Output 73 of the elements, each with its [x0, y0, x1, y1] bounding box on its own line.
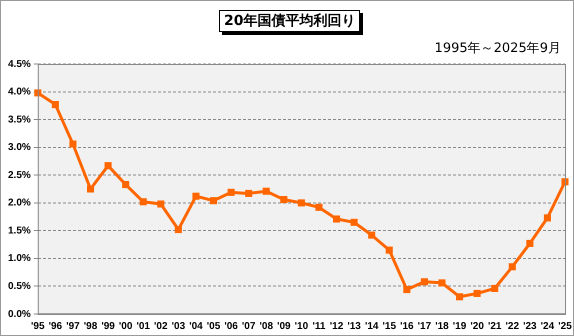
point — [122, 181, 130, 188]
x-tick-label: '97 — [66, 320, 80, 332]
y-tick-label: 2.0% — [8, 198, 31, 209]
x-tick-label: '20 — [470, 320, 484, 332]
x-tick-label: '12 — [330, 320, 344, 332]
x-tick-label: '23 — [523, 320, 538, 332]
x-tick-label: '25 — [558, 320, 572, 332]
point — [52, 101, 59, 108]
point — [157, 200, 164, 208]
point — [228, 188, 235, 196]
point — [491, 284, 498, 292]
x-tick-label: '02 — [154, 320, 168, 332]
point — [561, 178, 569, 186]
x-tick-label: '95 — [31, 320, 45, 332]
point — [245, 190, 252, 197]
chart-title: 20年国債平均利回り — [219, 10, 360, 32]
x-tick-label: '00 — [118, 320, 133, 332]
y-tick-label: 1.5% — [8, 225, 31, 236]
x-tick-label: '24 — [540, 320, 555, 332]
point — [474, 290, 481, 297]
y-tick-label: 1.0% — [8, 253, 31, 264]
point — [140, 198, 147, 206]
x-tick-label: '19 — [452, 320, 467, 332]
x-tick-label: '01 — [136, 320, 150, 332]
x-tick-label: '22 — [506, 320, 520, 332]
x-tick-label: '13 — [347, 320, 362, 332]
point — [438, 279, 446, 286]
y-tick-label: 4.5% — [8, 58, 31, 70]
point — [192, 192, 200, 200]
x-tick-label: '10 — [294, 320, 309, 332]
x-tick-label: '04 — [189, 320, 204, 332]
y-tick-label: 3.0% — [8, 142, 31, 154]
y-tick-label: 4.0% — [8, 86, 31, 98]
x-tick-label: '05 — [206, 320, 221, 332]
point — [386, 246, 393, 254]
x-tick-label: '14 — [364, 320, 379, 332]
chart-subtitle: 1995年～2025年9月 — [434, 40, 561, 57]
point — [526, 240, 534, 247]
point — [174, 226, 182, 234]
x-tick-label: '15 — [382, 320, 396, 332]
x-tick-label: '06 — [224, 320, 238, 332]
point — [544, 214, 551, 222]
point — [420, 278, 428, 286]
x-tick-label: '96 — [48, 320, 63, 332]
x-tick-label: '07 — [242, 320, 256, 332]
point — [69, 140, 76, 148]
point — [333, 215, 340, 223]
x-tick-label: '11 — [312, 320, 326, 332]
y-tick-label: 0.0% — [8, 308, 31, 320]
point — [315, 204, 323, 211]
point — [210, 197, 218, 204]
x-tick-label: '21 — [488, 320, 502, 332]
y-tick-label: 0.5% — [8, 280, 31, 292]
point — [262, 188, 270, 195]
x-tick-label: '09 — [277, 320, 292, 332]
x-tick-label: '16 — [400, 320, 414, 332]
x-tick-label: '03 — [172, 320, 186, 332]
x-tick-label: '17 — [418, 320, 432, 332]
point — [456, 293, 464, 300]
point — [86, 185, 94, 193]
x-tick-label: '18 — [435, 320, 450, 332]
point — [508, 263, 516, 270]
point — [104, 162, 112, 170]
x-tick-label: '08 — [259, 320, 274, 332]
point — [298, 199, 305, 206]
x-tick-label: '98 — [84, 320, 98, 332]
y-tick-label: 3.5% — [8, 114, 31, 126]
x-tick-label: '99 — [101, 320, 116, 332]
point — [280, 196, 288, 204]
point — [368, 232, 376, 239]
y-tick-label: 2.5% — [8, 170, 31, 181]
point — [350, 218, 358, 226]
point — [403, 286, 410, 294]
